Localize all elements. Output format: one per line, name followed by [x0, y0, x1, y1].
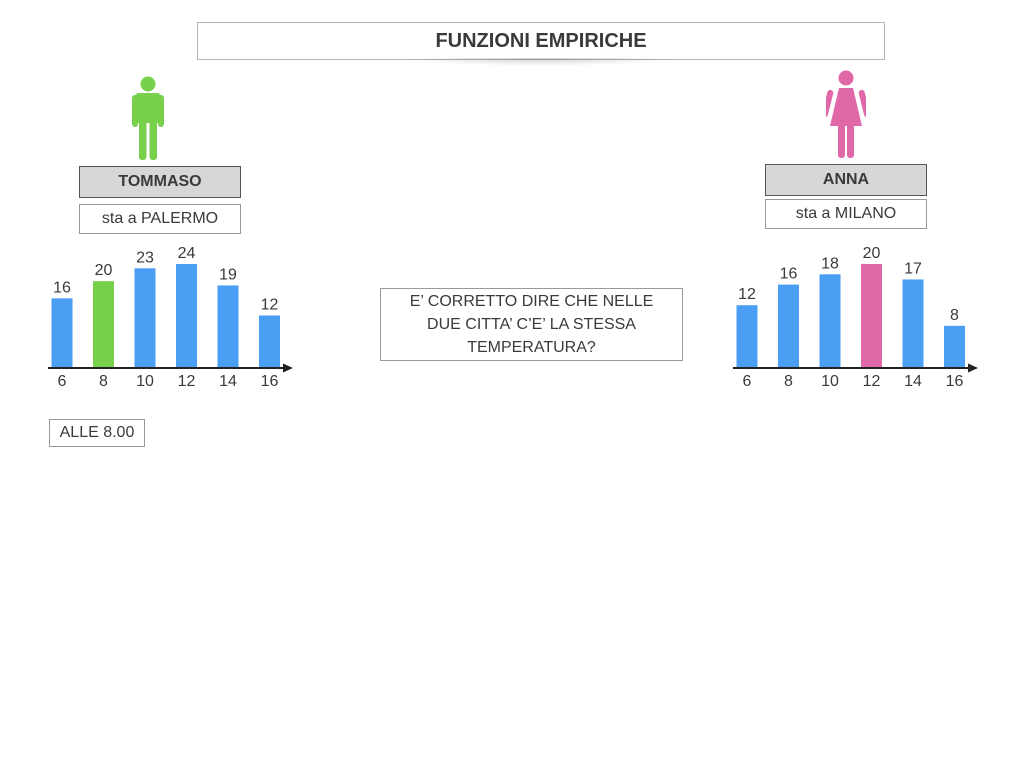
page-title: FUNZIONI EMPIRICHE [435, 29, 647, 52]
bar [259, 315, 280, 367]
person-name-tommaso: TOMMASO [79, 166, 241, 198]
bar-value-label: 12 [738, 286, 756, 303]
person-name-anna: ANNA [765, 164, 927, 196]
bar-value-label: 20 [95, 262, 113, 279]
time-label: ALLE 8.00 [59, 424, 135, 441]
x-tick-label: 6 [58, 373, 67, 390]
female-person-icon [826, 70, 866, 158]
x-tick-label: 16 [261, 373, 279, 390]
bar-value-label: 8 [950, 307, 959, 324]
male-person-icon [132, 76, 164, 160]
x-axis-arrow [283, 363, 293, 373]
question-box: E’ CORRETTO DIRE CHE NELLE DUE CITTA’ C’… [380, 288, 683, 361]
time-label-box: ALLE 8.00 [49, 419, 145, 447]
bar [778, 284, 799, 367]
x-axis-arrow [968, 363, 978, 373]
bar-value-label: 24 [178, 245, 196, 262]
bar [93, 281, 114, 367]
x-tick-label: 10 [136, 373, 154, 390]
city-label-anna: sta a MILANO [765, 199, 927, 229]
x-tick-label: 14 [219, 373, 237, 390]
bar-value-label: 18 [821, 255, 839, 272]
bar [902, 279, 924, 367]
bar-value-label: 17 [904, 260, 922, 277]
title-box: FUNZIONI EMPIRICHE [197, 22, 885, 60]
x-tick-label: 10 [821, 373, 839, 390]
x-tick-label: 6 [743, 373, 752, 390]
bar [736, 305, 758, 367]
x-tick-label: 12 [863, 373, 881, 390]
x-tick-label: 8 [99, 373, 108, 390]
bar [51, 298, 73, 367]
bar [944, 325, 965, 367]
bar-value-label: 19 [219, 266, 237, 283]
x-tick-label: 16 [946, 373, 964, 390]
x-tick-label: 14 [904, 373, 922, 390]
bar-value-label: 23 [136, 249, 154, 266]
bar-value-label: 16 [53, 279, 71, 296]
title-shadow [400, 58, 680, 66]
bar-value-label: 12 [261, 297, 279, 314]
question-text: E’ CORRETTO DIRE CHE NELLE DUE CITTA’ C’… [409, 293, 654, 356]
x-tick-label: 12 [178, 373, 196, 390]
bar-value-label: 20 [863, 245, 881, 262]
bar [134, 268, 156, 367]
bar [819, 274, 841, 367]
bar [176, 264, 197, 367]
bar [861, 264, 882, 367]
bar-value-label: 16 [780, 266, 798, 283]
bar [217, 285, 239, 367]
temperature-chart-palermo: 16 6 20 8 23 10 24 12 19 14 12 16 [48, 245, 293, 390]
x-tick-label: 8 [784, 373, 793, 390]
temperature-chart-milano: 12 6 16 8 18 10 20 12 17 14 8 16 [733, 245, 978, 390]
city-label-tommaso: sta a PALERMO [79, 204, 241, 234]
